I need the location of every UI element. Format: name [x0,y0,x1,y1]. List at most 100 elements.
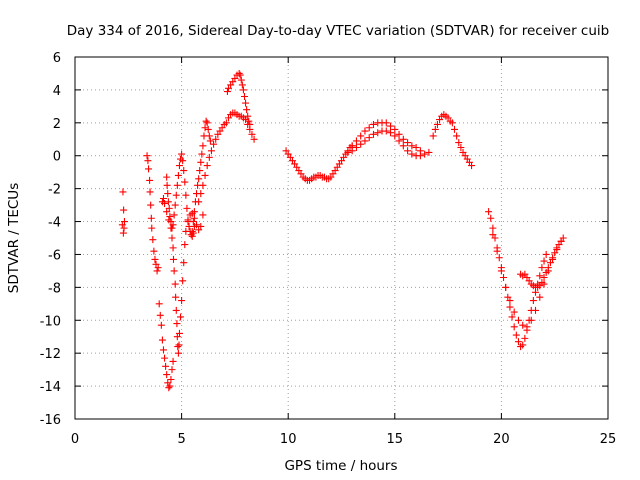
data-point [538,264,546,272]
data-point [527,316,535,324]
data-point [542,269,550,277]
data-point [201,124,209,132]
data-point [510,323,518,331]
data-point [119,188,127,196]
data-point [173,320,181,328]
data-point [540,257,548,265]
data-point [180,167,188,175]
data-point [203,162,211,170]
data-point [223,88,231,96]
x-tick-label: 15 [387,432,404,447]
data-point [387,129,395,137]
data-point [205,132,213,140]
data-point [425,148,433,156]
data-point [146,188,154,196]
data-point [197,222,205,230]
data-point [150,247,158,255]
data-point [175,162,183,170]
data-point [365,124,373,132]
x-tick-labels: 0 5 10 15 20 25 [71,432,616,447]
data-point [243,106,251,114]
data-point [352,144,360,151]
data-point [222,119,230,127]
data-point [189,218,197,226]
data-points [118,69,567,392]
y-tick-label: -14 [40,380,61,395]
data-point [201,171,209,179]
data-point [357,140,365,148]
data-point [163,181,171,189]
data-point [162,362,170,370]
y-tick-label: 0 [53,150,61,165]
data-point [154,264,162,272]
axis-ticks [74,56,609,420]
data-point [180,259,188,267]
data-point [374,129,382,137]
data-point [197,190,205,198]
data-point [357,132,365,140]
data-point [169,357,177,365]
data-point [519,341,527,349]
data-point [421,150,429,158]
data-point [144,157,152,165]
y-tick-label: -4 [48,216,61,231]
data-point [161,354,169,362]
data-point [156,311,164,319]
y-tick-labels: -16 -14 -12 -10 -8 -6 -4 -2 0 2 4 6 [40,51,61,428]
data-point [382,119,390,127]
data-point [510,308,518,316]
data-point [348,147,356,155]
data-point [171,280,179,288]
data-point [153,267,161,275]
data-point [199,142,207,150]
data-point [148,224,156,232]
data-point [169,244,177,252]
data-point [178,297,186,305]
data-point [165,216,173,224]
data-point [489,224,497,232]
data-point [212,135,220,143]
data-point [166,382,174,390]
data-point [404,147,412,155]
data-point [361,127,369,135]
data-point [174,171,182,179]
data-point [369,120,377,128]
data-point [188,227,196,235]
chart-title: Day 334 of 2016, Sidereal Day-to-day VTE… [67,23,609,39]
data-point [448,119,456,127]
data-point [202,117,210,125]
data-point [149,236,157,244]
data-point [203,119,211,127]
data-point [120,206,128,214]
data-point [361,137,369,145]
data-point [431,125,439,133]
data-point [540,273,548,281]
data-point [497,267,505,275]
data-point [164,198,172,206]
data-point [167,224,175,232]
data-point [120,218,128,226]
data-point [508,313,516,321]
data-point [172,293,180,301]
data-point [514,316,522,324]
series-hump-lower-14h [344,127,433,160]
data-point [450,125,458,133]
data-point [391,132,399,140]
data-point [369,130,377,138]
data-point [196,167,204,175]
data-point [245,117,253,125]
data-point [195,198,203,206]
data-point [155,300,163,308]
y-tick-label: -6 [48,248,61,263]
data-point [159,346,167,354]
series-descent-19.5h [485,208,550,351]
data-point [178,150,186,158]
data-point [455,139,463,147]
data-point [197,158,205,166]
series-mid-segment-10h [282,142,356,184]
series-early-isolated [118,188,128,237]
data-point [195,175,203,183]
data-point [408,150,416,158]
data-point [206,137,214,145]
data-point [168,234,176,242]
